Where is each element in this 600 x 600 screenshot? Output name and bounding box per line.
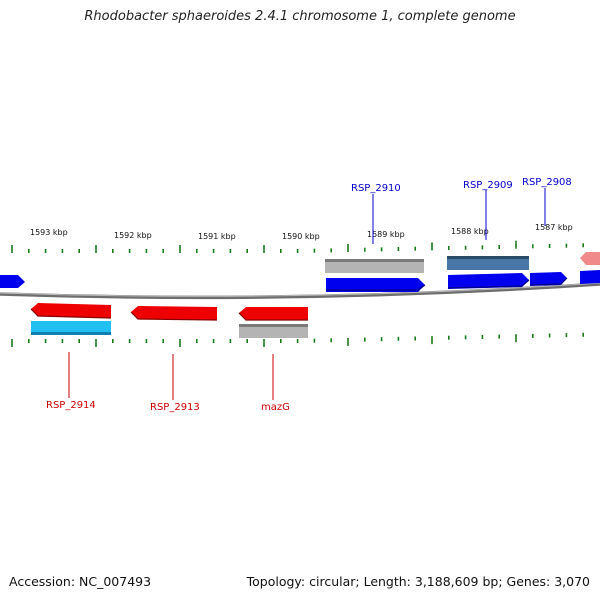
gene-arrow-left-edge[interactable] — [0, 275, 25, 288]
gene-label-rsp2908[interactable]: RSP_2908 — [522, 177, 572, 188]
genome-title: Rhodobacter sphaeroides 2.4.1 chromosome… — [84, 9, 516, 24]
scale-label-1589: 1589 kbp — [367, 230, 405, 239]
gene-arrow-right-edge[interactable] — [580, 270, 600, 284]
gene-feature[interactable] — [325, 259, 424, 273]
gene-label-mazg[interactable]: mazG — [261, 402, 290, 413]
gene-label-rsp2914[interactable]: RSP_2914 — [46, 400, 96, 411]
scale-label-1593: 1593 kbp — [30, 228, 68, 237]
accession-text: Accession: NC_007493 — [9, 574, 152, 589]
scale-label-1587: 1587 kbp — [535, 223, 573, 232]
inner-tick-row — [11, 332, 585, 347]
gene-arrow-mazg[interactable] — [238, 307, 308, 321]
gene-label-rsp2909[interactable]: RSP_2909 — [463, 180, 513, 191]
scale-label-1590: 1590 kbp — [282, 232, 320, 241]
gene-feature[interactable] — [239, 324, 308, 338]
scale-label-1591: 1591 kbp — [198, 232, 236, 241]
gene-arrow-rsp2909[interactable] — [447, 273, 530, 289]
gene-label-rsp2913[interactable]: RSP_2913 — [150, 402, 200, 413]
chromosome-backbone — [0, 282, 600, 300]
gene-arrow-rsp2913[interactable] — [130, 306, 218, 321]
outer-tick-row — [11, 240, 585, 253]
gene-arrow-rsp2908[interactable] — [529, 272, 568, 286]
gene-feature[interactable] — [447, 256, 529, 270]
scale-label-1588: 1588 kbp — [451, 227, 489, 236]
scale-label-1592: 1592 kbp — [114, 231, 152, 240]
gene-arrow-rsp2910[interactable] — [326, 278, 426, 292]
gene-label-rsp2910[interactable]: RSP_2910 — [351, 183, 401, 194]
genome-summary-text: Topology: circular; Length: 3,188,609 bp… — [246, 574, 590, 589]
gene-arrow-rsp2914[interactable] — [30, 303, 112, 319]
gene-feature[interactable] — [580, 252, 600, 265]
gene-feature[interactable] — [31, 321, 111, 335]
